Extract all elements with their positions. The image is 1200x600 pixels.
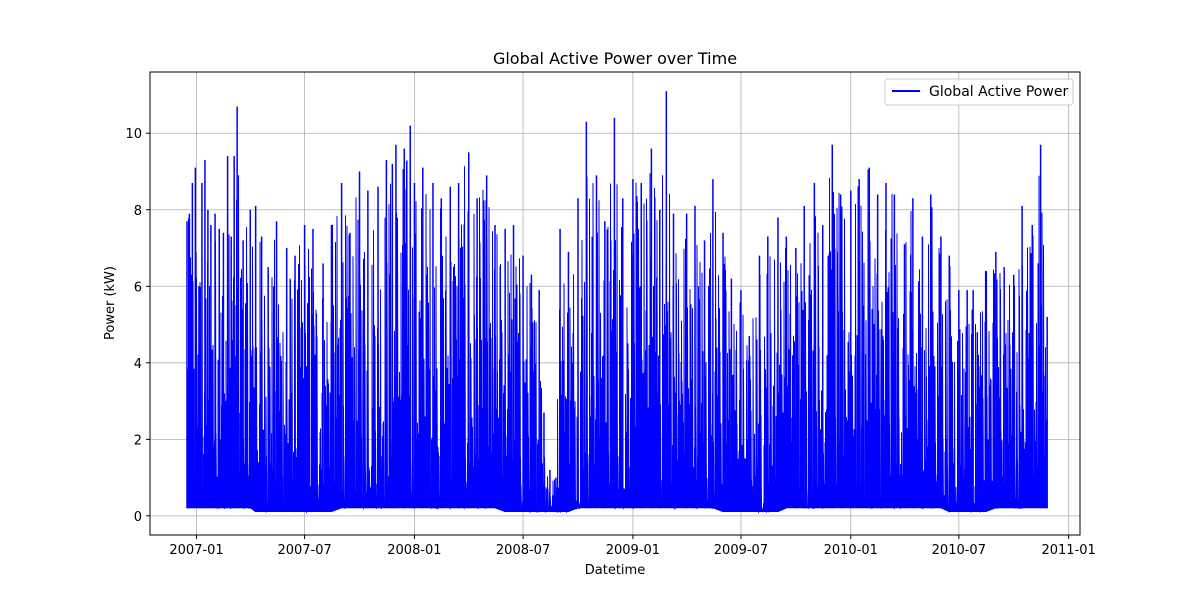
x-axis-title: Datetime: [585, 563, 645, 578]
plot-frame: [149, 71, 1081, 536]
chart-title: Global Active Power over Time: [493, 49, 737, 68]
x-tick-label: 2008-01: [387, 543, 441, 558]
x-tick-label: 2008-07: [496, 543, 550, 558]
x-axis: 2007-01 2007-07 2008-01 2008-07 2009-01 2009-…: [169, 535, 1096, 558]
y-tick-label: 6: [134, 280, 142, 295]
x-tick-label: 2007-07: [277, 543, 331, 558]
legend-label-global-active-power: Global Active Power: [929, 84, 1068, 100]
x-tick-label: 2011-01: [1041, 543, 1095, 558]
y-axis-title: Power (kW): [103, 266, 118, 340]
y-tick-label: 8: [134, 204, 142, 219]
y-tick-label: 2: [134, 433, 142, 448]
series-global-active-power: [186, 91, 1048, 514]
y-axis: 0 2 4 6 8 10: [125, 127, 150, 525]
y-tick-label: 10: [125, 127, 142, 142]
x-tick-label: 2007-01: [169, 543, 223, 558]
y-tick-label: 0: [134, 510, 142, 525]
x-tick-label: 2010-07: [932, 543, 986, 558]
x-tick-label: 2010-01: [824, 543, 878, 558]
y-tick-label: 4: [134, 357, 142, 372]
legend-box: [884, 78, 1074, 106]
x-tick-label: 2009-01: [606, 543, 660, 558]
x-tick-label: 2009-07: [714, 543, 768, 558]
series-line-global-active-power: [186, 160, 1048, 514]
legend: Global Active Power: [884, 78, 1074, 106]
